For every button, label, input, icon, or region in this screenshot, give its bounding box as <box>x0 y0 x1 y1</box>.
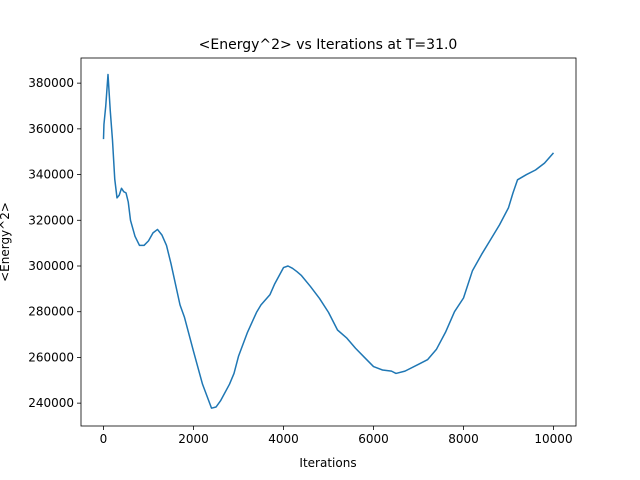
y-tick-label: 240000 <box>28 396 74 410</box>
y-tick-label: 280000 <box>28 305 74 319</box>
x-axis-label: Iterations <box>299 456 356 470</box>
y-tick-label: 340000 <box>28 168 74 182</box>
x-tick-label: 8000 <box>448 432 479 446</box>
plot-frame <box>80 57 577 427</box>
y-tick-label: 320000 <box>28 213 74 227</box>
y-tick-label: 300000 <box>28 259 74 273</box>
x-tick-label: 2000 <box>178 432 209 446</box>
y-tick-label: 360000 <box>28 122 74 136</box>
x-tick-label: 4000 <box>268 432 299 446</box>
x-tick-label: 6000 <box>358 432 389 446</box>
y-axis-label: <Energy^2> <box>0 202 12 282</box>
y-tick-label: 260000 <box>28 350 74 364</box>
data-line <box>102 73 555 409</box>
chart-title: <Energy^2> vs Iterations at T=31.0 <box>199 37 458 53</box>
x-tick-label: 10000 <box>534 432 572 446</box>
x-tick-label: 0 <box>100 432 108 446</box>
y-tick-label: 380000 <box>28 76 74 90</box>
